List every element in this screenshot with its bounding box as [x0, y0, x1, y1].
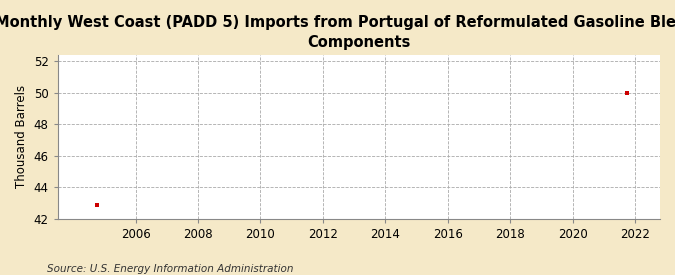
Title: Monthly West Coast (PADD 5) Imports from Portugal of Reformulated Gasoline Blend: Monthly West Coast (PADD 5) Imports from… — [0, 15, 675, 50]
Y-axis label: Thousand Barrels: Thousand Barrels — [15, 85, 28, 188]
Text: Source: U.S. Energy Information Administration: Source: U.S. Energy Information Administ… — [47, 264, 294, 274]
